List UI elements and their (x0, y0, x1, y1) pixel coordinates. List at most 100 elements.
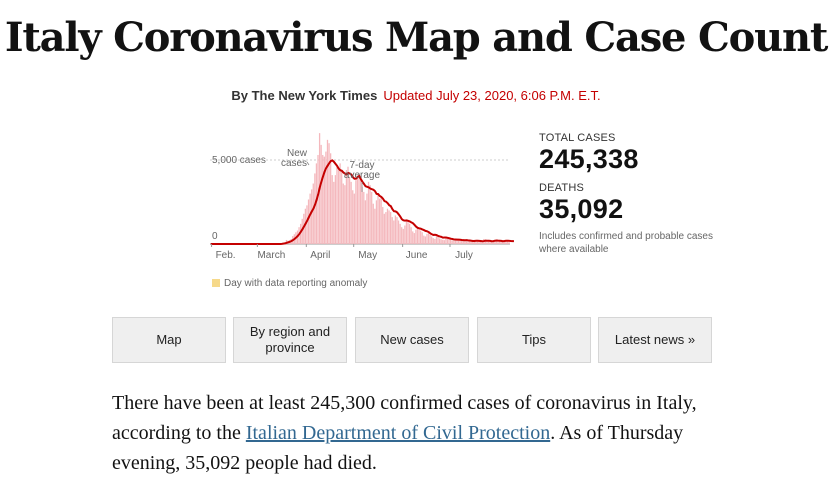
case-bar (404, 225, 406, 244)
case-bar (435, 235, 438, 244)
case-bar (314, 173, 316, 244)
case-bar (393, 220, 395, 244)
case-bar (391, 217, 393, 244)
total-cases-value: 245,338 (539, 144, 639, 174)
month-label: March (257, 250, 285, 261)
case-bar (380, 196, 382, 244)
case-bar (470, 241, 472, 244)
case-bar (303, 213, 305, 244)
case-bar (495, 240, 498, 244)
case-bar (443, 240, 445, 244)
month-label: April (310, 250, 330, 261)
case-bar (399, 223, 401, 244)
case-bar (377, 193, 379, 244)
month-label: June (406, 250, 428, 261)
stats-panel: TOTAL CASES 245,338 DEATHS 35,092 Includ… (539, 132, 719, 256)
case-bar (431, 236, 433, 244)
case-bar (426, 233, 428, 244)
paragraph-text-1: There have been at least 245,300 confirm… (112, 392, 697, 444)
case-bar (312, 183, 314, 244)
case-bar (445, 237, 447, 244)
case-bar (341, 171, 343, 244)
case-bar (497, 240, 499, 244)
case-bar (492, 240, 494, 244)
case-bar (442, 239, 444, 244)
case-bar (326, 139, 329, 244)
case-bar (481, 241, 483, 244)
tab-latest-news[interactable]: Latest news » (598, 317, 712, 363)
case-bar (487, 240, 490, 244)
average-line (210, 159, 514, 245)
case-bar (378, 198, 381, 244)
tab-tips[interactable]: Tips (477, 317, 591, 363)
case-bar (317, 154, 319, 244)
tab-by-region[interactable]: By region and province (233, 317, 347, 363)
case-bar (369, 185, 371, 244)
month-label: May (358, 250, 377, 261)
case-bar (344, 185, 346, 244)
anomaly-swatch (212, 279, 220, 287)
case-bar (382, 207, 384, 244)
case-bar (358, 173, 360, 244)
case-bar (472, 240, 474, 244)
case-bar (300, 223, 302, 244)
tab-new-cases[interactable]: New cases (355, 317, 469, 363)
case-bar (342, 183, 344, 244)
case-bar (372, 203, 374, 244)
case-bar (397, 220, 400, 244)
article-paragraph: There have been at least 245,300 confirm… (112, 388, 732, 478)
case-bar (489, 241, 491, 244)
case-bar (360, 180, 362, 244)
case-bar (494, 239, 496, 244)
case-bar (331, 175, 333, 244)
case-bar (505, 240, 507, 244)
case-bar (405, 220, 408, 244)
month-ticks: Feb. March April May June July (211, 244, 473, 261)
case-bar (454, 239, 457, 244)
case-bar (427, 233, 430, 244)
civil-protection-link[interactable]: Italian Department of Civil Protection (245, 422, 551, 444)
case-bar (361, 186, 363, 244)
case-bar (421, 232, 423, 244)
tab-map[interactable]: Map (112, 317, 226, 363)
deaths-label: DEATHS (539, 182, 585, 194)
case-bar (508, 240, 510, 244)
case-bar (304, 208, 307, 244)
case-bar (345, 170, 348, 244)
case-bar (438, 238, 441, 244)
case-bar (484, 239, 487, 244)
section-nav: Map By region and province New cases Tip… (112, 317, 712, 363)
case-bar (437, 236, 439, 244)
case-bar (385, 212, 387, 244)
case-bar (307, 199, 310, 244)
case-bar (390, 212, 392, 244)
case-bar (412, 231, 414, 244)
case-bar (383, 213, 385, 244)
case-bar (453, 240, 455, 244)
case-bar (434, 238, 436, 244)
case-bar (486, 240, 488, 244)
case-bar (480, 241, 482, 244)
deaths-value: 35,092 (539, 194, 624, 224)
case-bar (328, 143, 330, 244)
case-bar (468, 241, 471, 244)
case-bar (500, 241, 502, 244)
case-bar (355, 180, 357, 244)
byline: By The New York Times (231, 88, 378, 103)
case-bar (451, 240, 453, 244)
case-bar (353, 193, 355, 244)
bars-group (279, 133, 510, 244)
case-bar (333, 181, 335, 244)
case-bar (325, 151, 327, 244)
case-bar (446, 237, 449, 244)
case-bar (478, 240, 480, 244)
annotation-average: 7-day average (344, 160, 381, 181)
case-bar (476, 240, 479, 244)
case-bar (457, 239, 460, 244)
anomaly-legend-label: Day with data reporting anomaly (224, 278, 368, 289)
case-bar (330, 153, 332, 244)
case-bar (320, 144, 322, 244)
case-bar (348, 176, 351, 244)
case-bar (363, 191, 365, 244)
case-bar (462, 240, 464, 244)
